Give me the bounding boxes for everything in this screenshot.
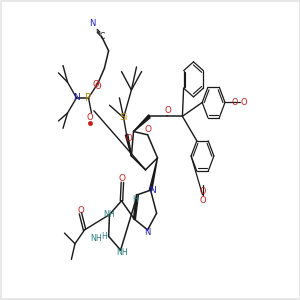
Text: P: P <box>85 93 91 103</box>
Text: O: O <box>144 125 151 134</box>
Text: O: O <box>164 106 171 115</box>
Text: NH: NH <box>91 234 103 243</box>
Text: O: O <box>95 82 101 91</box>
Polygon shape <box>134 115 150 131</box>
Text: O: O <box>199 187 206 196</box>
Text: H: H <box>132 195 138 204</box>
Text: O: O <box>77 206 84 215</box>
Text: NH: NH <box>103 210 116 219</box>
Text: O: O <box>240 98 247 107</box>
Polygon shape <box>149 158 158 191</box>
Text: O: O <box>126 134 132 143</box>
Text: H: H <box>101 232 107 241</box>
Text: O: O <box>93 80 99 89</box>
Polygon shape <box>125 134 131 156</box>
Text: N: N <box>149 186 155 195</box>
Text: N: N <box>144 228 151 237</box>
Text: N: N <box>89 19 95 28</box>
Text: O: O <box>199 196 206 205</box>
Text: Si: Si <box>119 113 128 122</box>
Text: O: O <box>119 174 126 183</box>
Text: NH: NH <box>116 248 128 257</box>
Text: O: O <box>86 113 93 122</box>
Text: N: N <box>73 93 80 102</box>
Text: O: O <box>232 98 238 107</box>
Text: C: C <box>99 32 105 41</box>
FancyBboxPatch shape <box>2 2 298 298</box>
